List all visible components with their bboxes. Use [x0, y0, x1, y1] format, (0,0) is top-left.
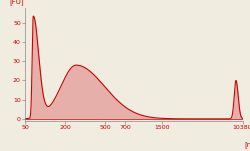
Text: [FU]: [FU]: [10, 0, 24, 5]
Text: [nt]: [nt]: [245, 141, 250, 148]
